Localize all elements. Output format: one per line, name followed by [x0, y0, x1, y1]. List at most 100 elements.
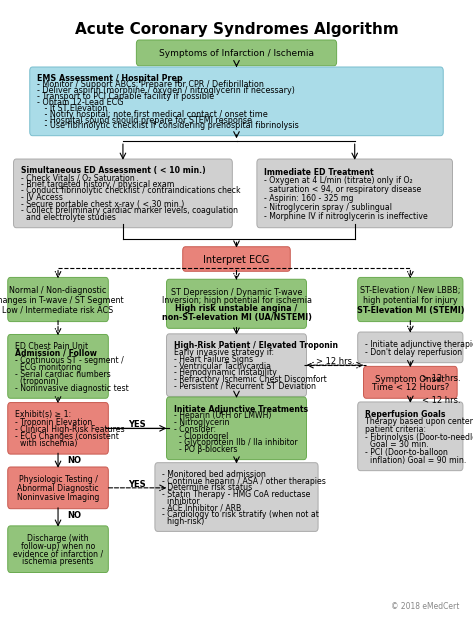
FancyBboxPatch shape	[8, 403, 108, 454]
FancyBboxPatch shape	[136, 40, 337, 66]
Text: - IV Access: - IV Access	[21, 193, 63, 202]
Text: inflation) Goal = 90 min.: inflation) Goal = 90 min.	[365, 456, 466, 464]
Text: Exhibit(s) ≥ 1:: Exhibit(s) ≥ 1:	[15, 410, 71, 419]
Text: - Continue heparin / ASA / other therapies: - Continue heparin / ASA / other therapi…	[162, 477, 326, 486]
Text: - Consider:: - Consider:	[174, 425, 216, 434]
FancyBboxPatch shape	[14, 159, 232, 228]
Text: - Nitroglycerin: - Nitroglycerin	[174, 418, 229, 427]
Text: - Troponin Elevation: - Troponin Elevation	[15, 418, 92, 426]
Text: - Hemodynamic Instability: - Hemodynamic Instability	[174, 368, 277, 377]
Text: - Clopidogrel: - Clopidogrel	[174, 431, 228, 441]
Text: Admission / Follow: Admission / Follow	[15, 349, 97, 358]
Text: - Monitor / Support ABCs; Prepare for CPR / Defibrillation: - Monitor / Support ABCs; Prepare for CP…	[37, 80, 264, 89]
Text: - Glycoprotein IIb / IIa inhibitor: - Glycoprotein IIb / IIa inhibitor	[174, 438, 298, 447]
Text: High-Risk Patient / Elevated Troponin: High-Risk Patient / Elevated Troponin	[174, 341, 338, 351]
Text: inhibitor: inhibitor	[162, 497, 200, 506]
FancyBboxPatch shape	[166, 279, 307, 328]
Text: Immediate ED Treatment: Immediate ED Treatment	[264, 168, 374, 177]
Text: saturation < 94, or respiratory disease: saturation < 94, or respiratory disease	[264, 185, 421, 194]
Text: ST-Elevation MI (STEMI): ST-Elevation MI (STEMI)	[357, 305, 464, 314]
Text: - Collect preliminary cardiac marker levels, coagulation: - Collect preliminary cardiac marker lev…	[21, 207, 238, 215]
Text: > 12 hrs.: > 12 hrs.	[422, 374, 461, 383]
Text: (troponin): (troponin)	[15, 377, 59, 386]
Text: - Monitored bed admission: - Monitored bed admission	[162, 470, 266, 479]
Text: Goal = 30 min.: Goal = 30 min.	[365, 440, 429, 449]
Text: Simultaneous ED Assessment ( < 10 min.): Simultaneous ED Assessment ( < 10 min.)	[21, 167, 206, 175]
Text: evidence of infarction /: evidence of infarction /	[13, 550, 103, 558]
Text: Symptom Onset: Symptom Onset	[376, 374, 445, 384]
Text: Physiologic Testing /: Physiologic Testing /	[18, 476, 97, 485]
Text: - Ventricular Tachycardia: - Ventricular Tachycardia	[174, 362, 271, 371]
Text: - Nitroglycerin spray / sublingual: - Nitroglycerin spray / sublingual	[264, 203, 392, 212]
Text: - Notify hospital; note first medical contact / onset time: - Notify hospital; note first medical co…	[37, 110, 268, 119]
Text: - Noninvasive diagnostic test: - Noninvasive diagnostic test	[15, 384, 129, 393]
Text: Symptoms of Infarction / Ischemia: Symptoms of Infarction / Ischemia	[159, 49, 314, 58]
Text: - Statin Therapy - HMG CoA reductase: - Statin Therapy - HMG CoA reductase	[162, 490, 311, 499]
Text: - Cardiology to risk stratify (when not at: - Cardiology to risk stratify (when not …	[162, 510, 319, 519]
Text: NO: NO	[67, 511, 81, 520]
Text: with ischemia): with ischemia)	[15, 439, 78, 448]
Text: Noninvasive Imaging: Noninvasive Imaging	[17, 493, 99, 502]
Text: Time < 12 Hours?: Time < 12 Hours?	[372, 383, 449, 392]
Text: - Use fibrinolytic checklist if considering prehospital fibrinolysis: - Use fibrinolytic checklist if consider…	[37, 121, 299, 130]
Text: - Fibrinolysis (Door-to-needle): - Fibrinolysis (Door-to-needle)	[365, 433, 473, 442]
Text: - If ST Elevation: - If ST Elevation	[37, 104, 107, 113]
Text: and electrolyte studies: and electrolyte studies	[21, 213, 116, 222]
FancyBboxPatch shape	[257, 159, 453, 228]
Text: non-ST-elevation MI (UA/NSTEMI): non-ST-elevation MI (UA/NSTEMI)	[161, 313, 312, 322]
Text: EMS Assessment / Hospital Prep: EMS Assessment / Hospital Prep	[37, 74, 183, 83]
Text: - ACE Inhibitor / ARB: - ACE Inhibitor / ARB	[162, 503, 242, 513]
Text: - Morphine IV if nitroglycerin is ineffective: - Morphine IV if nitroglycerin is ineffe…	[264, 212, 428, 221]
Text: - Oxygen at 4 L/min (titrate) only if O₂: - Oxygen at 4 L/min (titrate) only if O₂	[264, 177, 413, 185]
FancyBboxPatch shape	[155, 463, 318, 531]
Text: ED Chest Pain Unit: ED Chest Pain Unit	[15, 342, 88, 351]
Text: - Secure portable chest x-ray ( < 30 min.): - Secure portable chest x-ray ( < 30 min…	[21, 200, 184, 209]
Text: Reperfusion Goals: Reperfusion Goals	[365, 410, 446, 419]
Text: - Determine risk status: - Determine risk status	[162, 483, 253, 493]
Text: Normal / Non-diagnostic: Normal / Non-diagnostic	[9, 286, 107, 295]
FancyBboxPatch shape	[30, 67, 443, 136]
Text: changes in T-wave / ST Segment: changes in T-wave / ST Segment	[0, 296, 123, 305]
Text: - Continuous ST - segment /: - Continuous ST - segment /	[15, 356, 124, 365]
Text: © 2018 eMedCert: © 2018 eMedCert	[391, 602, 459, 610]
Text: - Transport to PCI Capable facility if possible: - Transport to PCI Capable facility if p…	[37, 92, 214, 101]
Text: - Brief targeted history / physical exam: - Brief targeted history / physical exam	[21, 180, 175, 189]
Text: > 12 hrs.: > 12 hrs.	[316, 357, 355, 366]
Text: - Refractory Ischemic Chest Discomfort: - Refractory Ischemic Chest Discomfort	[174, 375, 327, 384]
Text: < 12 hrs.: < 12 hrs.	[422, 396, 461, 404]
Text: NO: NO	[67, 456, 81, 464]
Text: - Hospital sound should prepare for STEMI response: - Hospital sound should prepare for STEM…	[37, 116, 252, 125]
Text: - Persistent / Recurrent ST Deviation: - Persistent / Recurrent ST Deviation	[174, 382, 316, 391]
FancyBboxPatch shape	[364, 366, 457, 398]
FancyBboxPatch shape	[358, 402, 463, 471]
Text: Initiate Adjunctive Treatments: Initiate Adjunctive Treatments	[174, 404, 308, 414]
FancyBboxPatch shape	[166, 334, 307, 396]
Text: - Conduct fibrinolytic checklist / contraindications check: - Conduct fibrinolytic checklist / contr…	[21, 187, 241, 195]
FancyBboxPatch shape	[8, 334, 108, 398]
Text: - Heparin (UFH or LMWH): - Heparin (UFH or LMWH)	[174, 411, 272, 420]
FancyBboxPatch shape	[183, 247, 290, 271]
Text: Acute Coronary Syndromes Algorithm: Acute Coronary Syndromes Algorithm	[75, 21, 398, 36]
Text: Therapy based upon center /: Therapy based upon center /	[365, 418, 473, 426]
Text: - ECG Changes (consistent: - ECG Changes (consistent	[15, 432, 119, 441]
Text: Interpret ECG: Interpret ECG	[203, 255, 270, 265]
FancyBboxPatch shape	[8, 467, 108, 509]
Text: Low / Intermediate risk ACS: Low / Intermediate risk ACS	[2, 305, 114, 314]
Text: high-risk): high-risk)	[162, 517, 205, 526]
Text: - Obtain 12-Lead ECG: - Obtain 12-Lead ECG	[37, 98, 123, 107]
Text: - Aspirin: 160 - 325 mg: - Aspirin: 160 - 325 mg	[264, 194, 354, 203]
Text: - Deliver aspirin (morphine / oxygen / nitroglycerin if necessary): - Deliver aspirin (morphine / oxygen / n…	[37, 86, 295, 95]
FancyBboxPatch shape	[166, 397, 307, 459]
Text: ST Depression / Dynamic T-wave: ST Depression / Dynamic T-wave	[171, 287, 302, 297]
FancyBboxPatch shape	[8, 277, 108, 322]
Text: YES: YES	[128, 420, 146, 429]
Text: Early invasive strategy if:: Early invasive strategy if:	[174, 348, 274, 357]
Text: Inversion; high potential for ischemia: Inversion; high potential for ischemia	[161, 296, 312, 305]
Text: - Serial cardiac numbers: - Serial cardiac numbers	[15, 370, 111, 379]
Text: - Clinical High-Risk Features: - Clinical High-Risk Features	[15, 425, 125, 434]
Text: Abnormal Diagnostic: Abnormal Diagnostic	[17, 485, 99, 493]
Text: patient criteria:: patient criteria:	[365, 425, 426, 434]
FancyBboxPatch shape	[358, 277, 463, 322]
Text: high potential for injury: high potential for injury	[363, 296, 458, 305]
Text: - PCI (Door-to-balloon: - PCI (Door-to-balloon	[365, 448, 448, 457]
